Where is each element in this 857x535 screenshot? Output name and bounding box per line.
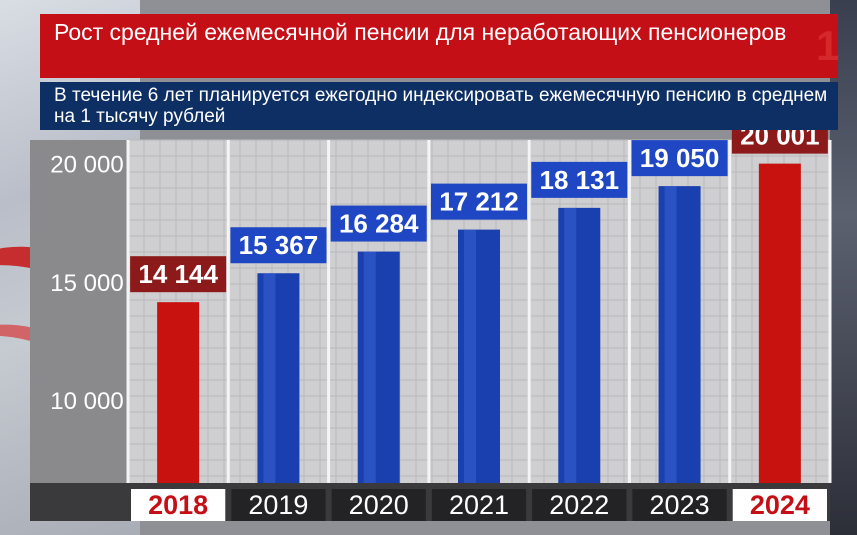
- x-label-box: [632, 489, 727, 521]
- bar: [157, 302, 200, 483]
- channel-one-logo-icon: 1: [816, 22, 840, 69]
- value-label: 16 284: [339, 209, 419, 239]
- x-label-box: [431, 489, 527, 521]
- x-tick-label: 2019: [248, 490, 308, 520]
- x-tick-label: 2018: [148, 490, 208, 520]
- x-label-box: [231, 489, 326, 521]
- value-label: 17 212: [439, 187, 519, 217]
- bar-highlight: [263, 273, 276, 483]
- x-label-box: [532, 489, 627, 521]
- x-tick-label: 2020: [349, 490, 409, 520]
- y-tick-label: 20 000: [50, 152, 123, 179]
- y-tick-label: 15 000: [50, 270, 123, 297]
- title-bar: Рост средней ежемесячной пенсии для нера…: [40, 14, 838, 78]
- x-tick-label: 2024: [750, 490, 810, 520]
- chart-title: Рост средней ежемесячной пенсии для нера…: [54, 19, 787, 45]
- x-tick-label: 2021: [449, 490, 509, 520]
- subtitle-bar: В течение 6 лет планируется ежегодно инд…: [40, 82, 838, 130]
- y-tick-label: 10 000: [50, 388, 123, 415]
- bar-highlight: [464, 229, 476, 483]
- bar-highlight: [564, 207, 577, 483]
- y-axis-panel: [30, 140, 128, 483]
- value-label: 14 144: [138, 259, 218, 289]
- x-label-box: [732, 489, 827, 521]
- value-label: 15 367: [239, 230, 319, 260]
- bar: [758, 163, 801, 483]
- value-label-box: [431, 183, 527, 220]
- value-label-box: [230, 227, 327, 264]
- value-label-box: [631, 140, 728, 177]
- x-tick-label: 2023: [650, 490, 710, 520]
- x-label-box: [331, 489, 426, 521]
- value-label-box: [330, 205, 427, 242]
- bar-highlight: [363, 251, 376, 483]
- value-label-box: [130, 256, 227, 293]
- x-tick-label: 2022: [549, 490, 609, 520]
- value-label: 18 131: [540, 165, 620, 195]
- bar-highlight: [664, 186, 677, 484]
- value-label: 19 050: [640, 143, 720, 173]
- value-label-box: [531, 161, 628, 198]
- x-label-box: [131, 489, 226, 521]
- chart-subtitle: В течение 6 лет планируется ежегодно инд…: [54, 85, 828, 127]
